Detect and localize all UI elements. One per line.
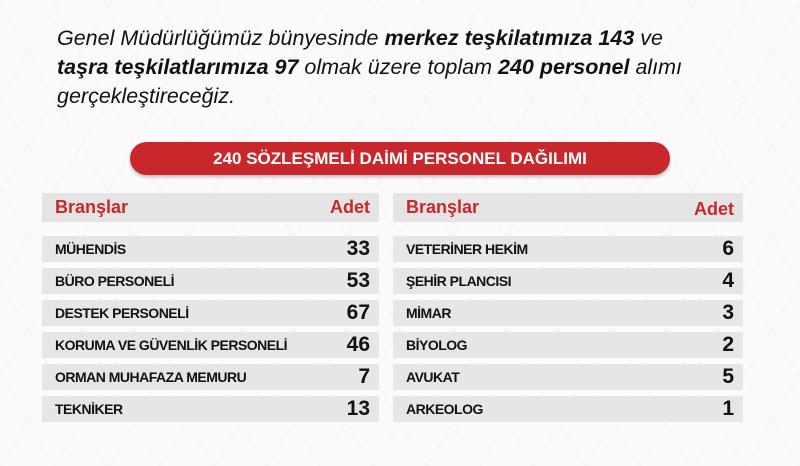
branch-count: 4: [722, 269, 734, 292]
table-row: DESTEK PERSONELİ 67: [42, 300, 379, 326]
table-row: MÜHENDİS 33: [42, 236, 379, 262]
branch-count: 6: [722, 237, 734, 260]
header-branch: Branşlar: [406, 197, 480, 217]
header-count: Adet: [694, 199, 734, 219]
branch-name: AVUKAT: [406, 369, 460, 385]
table-row: ŞEHİR PLANCISI 4: [393, 268, 743, 294]
left-table: Branşlar Adet MÜHENDİS 33 BÜRO PERSONELİ 53…: [42, 193, 379, 428]
table-row: BİYOLOG 2: [393, 332, 743, 358]
table-row: KORUMA VE GÜVENLİK PERSONELİ 46: [42, 332, 379, 358]
branch-name: BÜRO PERSONELİ: [55, 273, 175, 289]
branch-name: TEKNİKER: [55, 401, 123, 417]
distribution-title: 240 SÖZLEŞMELİ DAİMİ PERSONEL DAĞILIMI: [130, 142, 670, 175]
branch-count: 2: [722, 333, 734, 356]
branch-name: ARKEOLOG: [406, 401, 483, 417]
intro-bold: 240 personel: [498, 55, 630, 79]
header-branch: Branşlar: [55, 197, 129, 217]
intro-part: ve: [634, 26, 663, 50]
branch-name: ŞEHİR PLANCISI: [406, 273, 512, 289]
table-row: AVUKAT 5: [393, 364, 743, 390]
header-count: Adet: [330, 197, 370, 217]
branch-count: 53: [346, 269, 370, 292]
branch-name: VETERİNER HEKİM: [406, 241, 528, 257]
intro-part: alımı gerçekleştireceğiz.: [57, 55, 683, 108]
branch-count: 7: [358, 365, 370, 388]
branch-count: 1: [722, 397, 734, 420]
branch-count: 13: [346, 397, 370, 420]
intro-bold: taşra teşkilatlarımıza 97: [57, 55, 299, 79]
intro-bold: merkez teşkilatımıza 143: [384, 26, 635, 50]
branch-count: 67: [346, 301, 370, 324]
table-header: Branşlar Adet: [393, 193, 743, 222]
branch-name: DESTEK PERSONELİ: [55, 305, 189, 321]
table-row: VETERİNER HEKİM 6: [393, 236, 743, 262]
branch-name: ORMAN MUHAFAZA MEMURU: [55, 369, 247, 385]
branch-count: 33: [346, 237, 370, 260]
branch-name: MİMAR: [406, 305, 451, 321]
intro-part: olmak üzere toplam: [298, 55, 498, 79]
branch-count: 3: [722, 301, 734, 324]
branch-name: KORUMA VE GÜVENLİK PERSONELİ: [55, 337, 288, 353]
intro-text: Genel Müdürlüğümüz bünyesinde merkez teş…: [57, 24, 757, 111]
table-row: BÜRO PERSONELİ 53: [42, 268, 379, 294]
table-row: TEKNİKER 13: [42, 396, 379, 422]
table-row: ORMAN MUHAFAZA MEMURU 7: [42, 364, 379, 390]
branch-count: 5: [722, 365, 734, 388]
branch-count: 46: [346, 333, 370, 356]
branch-name: MÜHENDİS: [55, 241, 126, 257]
table-row: ARKEOLOG 1: [393, 396, 743, 422]
branch-name: BİYOLOG: [406, 337, 468, 353]
table-row: MİMAR 3: [393, 300, 743, 326]
intro-part: Genel Müdürlüğümüz bünyesinde: [57, 26, 385, 50]
table-header: Branşlar Adet: [42, 193, 379, 222]
right-table: Branşlar Adet VETERİNER HEKİM 6 ŞEHİR PLAN…: [393, 193, 743, 428]
